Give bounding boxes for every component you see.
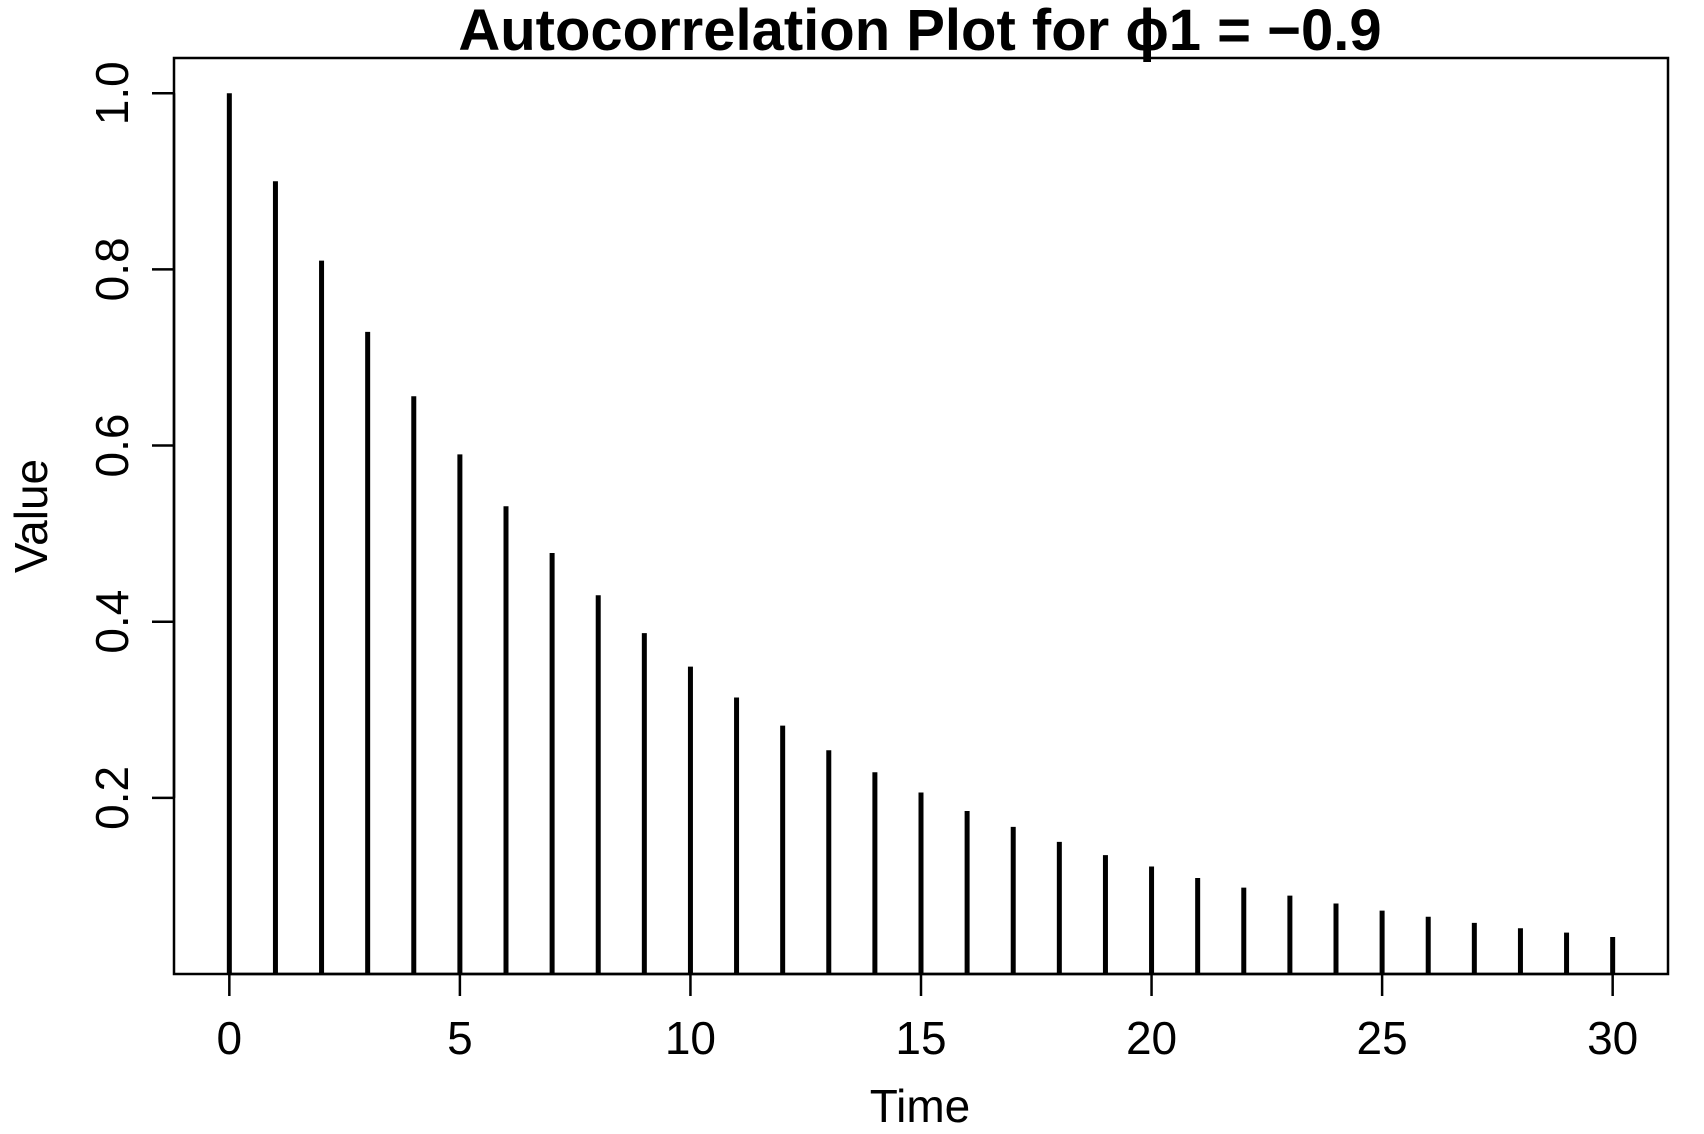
y-tick-label: 0.8 — [86, 237, 138, 301]
y-axis-label: Value — [5, 459, 57, 573]
y-axis-ticks: 0.2 0.4 0.6 0.8 1.0 — [86, 61, 174, 830]
x-tick-label: 10 — [665, 1012, 716, 1064]
chart-title: Autocorrelation Plot for ϕ1 = −0.9 — [458, 0, 1381, 63]
x-axis-ticks: 0 5 10 15 20 25 30 — [217, 974, 1638, 1064]
x-axis-label: Time — [870, 1080, 971, 1132]
y-tick-label: 0.4 — [86, 590, 138, 654]
x-tick-label: 5 — [447, 1012, 473, 1064]
y-tick-label: 0.2 — [86, 766, 138, 830]
y-tick-label: 1.0 — [86, 61, 138, 125]
x-tick-label: 20 — [1126, 1012, 1177, 1064]
x-tick-label: 25 — [1357, 1012, 1408, 1064]
y-tick-label: 0.6 — [86, 414, 138, 478]
x-tick-label: 15 — [895, 1012, 946, 1064]
x-tick-label: 0 — [217, 1012, 243, 1064]
acf-spikes — [226, 93, 1616, 974]
x-tick-label: 30 — [1587, 1012, 1638, 1064]
